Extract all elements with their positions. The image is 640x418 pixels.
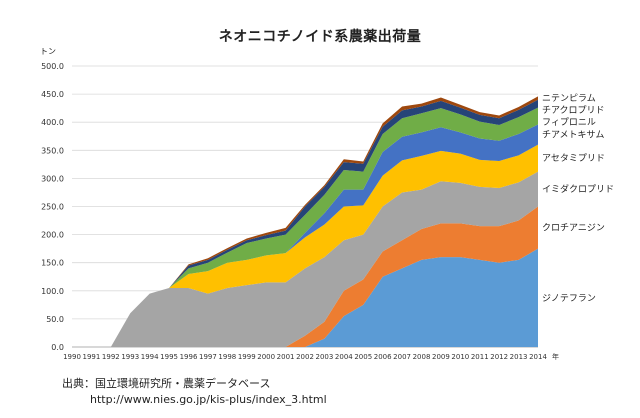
- series-label: チアクロプリド: [542, 105, 605, 116]
- x-tick-label: 1998: [218, 353, 236, 361]
- y-tick-label: 450.0: [41, 90, 64, 99]
- y-tick-label: 400.0: [41, 118, 64, 127]
- area-イミダクロプリド: [72, 171, 538, 347]
- x-tick-label: 1999: [238, 353, 256, 361]
- x-tick-label: 2007: [393, 353, 411, 361]
- x-tick-label: 1997: [199, 353, 217, 361]
- series-label: ジノテフラン: [542, 293, 596, 304]
- chart-title: ネオニコチノイド系農薬出荷量: [218, 29, 422, 45]
- x-axis-label: 年: [552, 352, 559, 361]
- x-tick-label: 2002: [296, 353, 314, 361]
- series-label: フィプロニル: [542, 117, 596, 128]
- source-note: 出典：国立環境研究所・農薬データベース http://www.nies.go.j…: [62, 376, 327, 408]
- x-tick-label: 1990: [63, 353, 81, 361]
- x-tick-label: 2006: [374, 353, 392, 361]
- x-tick-label: 2000: [257, 353, 275, 361]
- x-tick-label: 2003: [316, 353, 334, 361]
- y-tick-label: 100.0: [41, 287, 64, 296]
- x-tick-label: 2009: [432, 353, 450, 361]
- x-tick-label: 2012: [490, 353, 508, 361]
- y-tick-label: 200.0: [41, 231, 64, 240]
- series-label: チアメトキサム: [542, 130, 604, 141]
- x-tick-label: 1993: [121, 353, 139, 361]
- area-チアメトキサム: [72, 124, 538, 347]
- y-tick-label: 50.0: [46, 315, 64, 324]
- y-axis-ticks: 0.0 50.0 100.0 150.0 200.0 250.0 300.0 350.0 400…: [41, 62, 64, 352]
- y-tick-label: 250.0: [41, 203, 64, 212]
- y-tick-label: 350.0: [41, 146, 64, 155]
- source-text: 出典：国立環境研究所・農薬データベース: [62, 377, 271, 390]
- x-tick-label: 1994: [141, 353, 159, 361]
- x-tick-label: 2001: [277, 353, 295, 361]
- y-tick-label: 150.0: [41, 259, 64, 268]
- area-クロチアニジン: [72, 206, 538, 347]
- y-tick-label: 300.0: [41, 174, 64, 183]
- x-tick-label: 2013: [510, 353, 528, 361]
- x-tick-label: 1995: [160, 353, 178, 361]
- x-axis-ticks: 1990 1991 1992 1993 1994 1995 1996 1997 1998 1999…: [63, 352, 559, 361]
- x-tick-label: 2005: [354, 353, 372, 361]
- x-tick-label: 1991: [83, 353, 101, 361]
- y-axis-unit-label: トン: [40, 47, 56, 56]
- x-tick-label: 2011: [471, 353, 489, 361]
- x-tick-label: 2008: [413, 353, 431, 361]
- x-tick-label: 1992: [102, 353, 120, 361]
- y-tick-label: 500.0: [41, 62, 64, 71]
- series-label: クロチアニジン: [542, 223, 605, 234]
- series-label: ニテンピラム: [542, 93, 596, 104]
- source-url[interactable]: http://www.nies.go.jp/kis-plus/index_3.h…: [90, 393, 327, 406]
- x-tick-label: 2014: [529, 353, 547, 361]
- area-フィプロニル: [72, 107, 538, 347]
- y-tick-label: 0.0: [51, 343, 64, 352]
- x-tick-label: 2010: [451, 353, 469, 361]
- x-tick-label: 2004: [335, 353, 353, 361]
- series-label: イミダクロプリド: [542, 183, 614, 195]
- x-tick-label: 1996: [180, 353, 198, 361]
- area-ジノテフラン: [72, 248, 538, 347]
- area-series: [72, 96, 538, 348]
- area-アセタミプリド: [72, 144, 538, 347]
- series-labels: ジノテフランクロチアニジンイミダクロプリドアセタミプリドチアメトキサムフィプロニ…: [542, 93, 614, 304]
- series-label: アセタミプリド: [542, 153, 605, 164]
